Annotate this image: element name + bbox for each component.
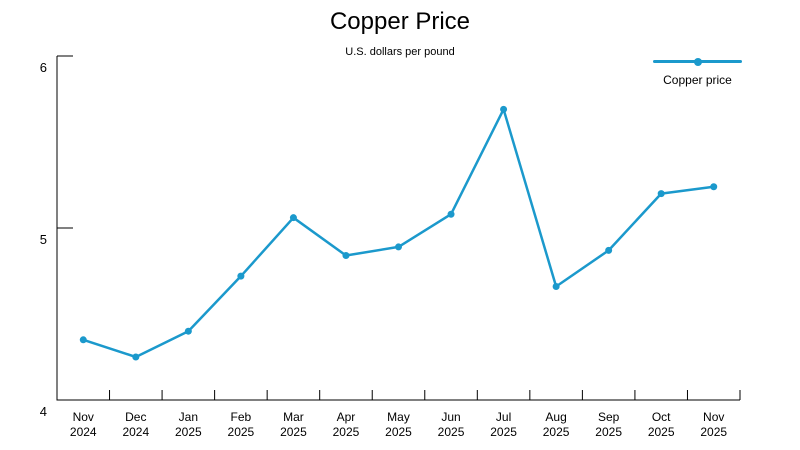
- legend-marker-icon: [693, 57, 702, 66]
- legend[interactable]: Copper price: [653, 57, 742, 87]
- chart-title: Copper Price: [329, 8, 471, 35]
- x-axis-month-label: Nov: [703, 410, 724, 424]
- x-axis-year-label: 2025: [543, 425, 570, 439]
- x-axis-month-label: Mar: [283, 410, 304, 424]
- x-axis-year-label: 2024: [70, 425, 97, 439]
- y-axis-tick-label: 6: [40, 60, 47, 75]
- data-point: [657, 190, 665, 198]
- x-axis-year-label: 2025: [490, 425, 517, 439]
- y-axis-tick-label: 5: [40, 232, 47, 247]
- x-axis-month-label: Apr: [337, 410, 356, 424]
- x-axis-month-label: Nov: [73, 410, 94, 424]
- y-axis-tick-label: 4: [40, 404, 47, 419]
- data-point: [395, 243, 402, 251]
- data-point: [552, 282, 560, 290]
- x-axis-year-label: 2025: [280, 425, 307, 439]
- x-axis-month-label: Feb: [231, 410, 252, 424]
- x-axis-month-label: Jan: [179, 410, 198, 424]
- x-axis-year-label: 2025: [385, 425, 412, 439]
- data-point: [710, 183, 718, 191]
- x-axis-month-label: Dec: [125, 410, 146, 424]
- data-point: [289, 214, 297, 222]
- x-axis-year-label: 2025: [648, 425, 675, 439]
- data-point: [184, 327, 192, 335]
- axes: [56, 56, 740, 401]
- x-axis-month-label: Aug: [545, 410, 566, 424]
- x-axis-year-label: 2025: [700, 425, 727, 439]
- data-point: [605, 246, 613, 254]
- x-axis-year-label: 2025: [175, 425, 202, 439]
- x-axis-year-label: 2025: [228, 425, 255, 439]
- x-axis-year-label: 2024: [122, 425, 149, 439]
- legend-line-sample: [653, 57, 742, 66]
- x-axis-month-label: Oct: [652, 410, 671, 424]
- data-point: [500, 105, 508, 113]
- x-axis-month-label: Jul: [496, 410, 511, 424]
- x-axis-month-label: Sep: [598, 410, 620, 424]
- x-axis-year-label: 2025: [595, 425, 622, 439]
- x-axis-year-label: 2025: [333, 425, 360, 439]
- data-point: [79, 336, 87, 344]
- data-point: [447, 210, 455, 218]
- copper-price-line: [82, 108, 715, 359]
- data-point: [132, 353, 140, 361]
- data-point: [342, 252, 350, 260]
- chart-subtitle: U.S. dollars per pound: [345, 46, 455, 58]
- legend-label: Copper price: [663, 73, 732, 87]
- data-point: [237, 272, 245, 280]
- x-axis-month-label: May: [387, 410, 410, 424]
- x-axis-year-label: 2025: [438, 425, 465, 439]
- x-axis-month-label: Jun: [441, 410, 460, 424]
